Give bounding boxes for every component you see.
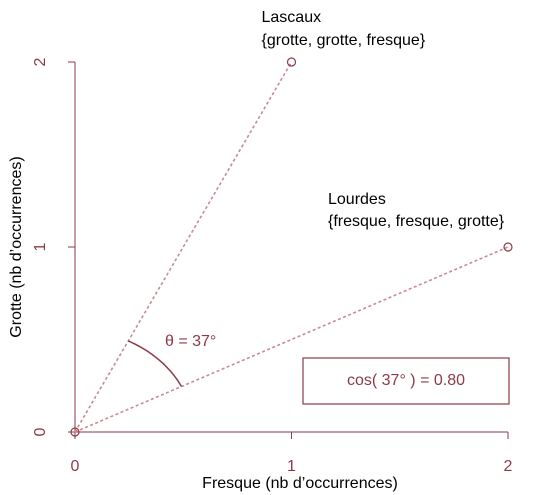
angle-label: θ = 37°: [165, 333, 216, 350]
y-tick-label: 2: [32, 57, 49, 66]
y-tick-label: 0: [32, 427, 49, 436]
cos-box: [302, 357, 510, 405]
point: [503, 242, 513, 252]
y-tick-label: 1: [32, 242, 49, 251]
x-axis-label: Fresque (nb d’occurrences): [202, 475, 398, 492]
x-tick-label: 1: [287, 458, 296, 475]
point-words: {grotte, grotte, fresque}: [262, 32, 426, 49]
point: [70, 427, 80, 437]
y-axis-label: Grotte (nb d’occurrences): [8, 156, 25, 337]
cos-label: cos( 37° ) = 0.80: [347, 372, 465, 389]
vector: [74, 61, 293, 433]
point: [286, 57, 297, 67]
point-name: Lourdes: [328, 191, 386, 208]
point-name: Lascaux: [262, 9, 322, 26]
point-words: {fresque, fresque, grotte}: [328, 213, 505, 230]
angle-arc: [128, 340, 183, 387]
x-tick-label: 0: [71, 458, 80, 475]
x-tick-label: 2: [504, 458, 513, 475]
vector: [74, 246, 509, 433]
